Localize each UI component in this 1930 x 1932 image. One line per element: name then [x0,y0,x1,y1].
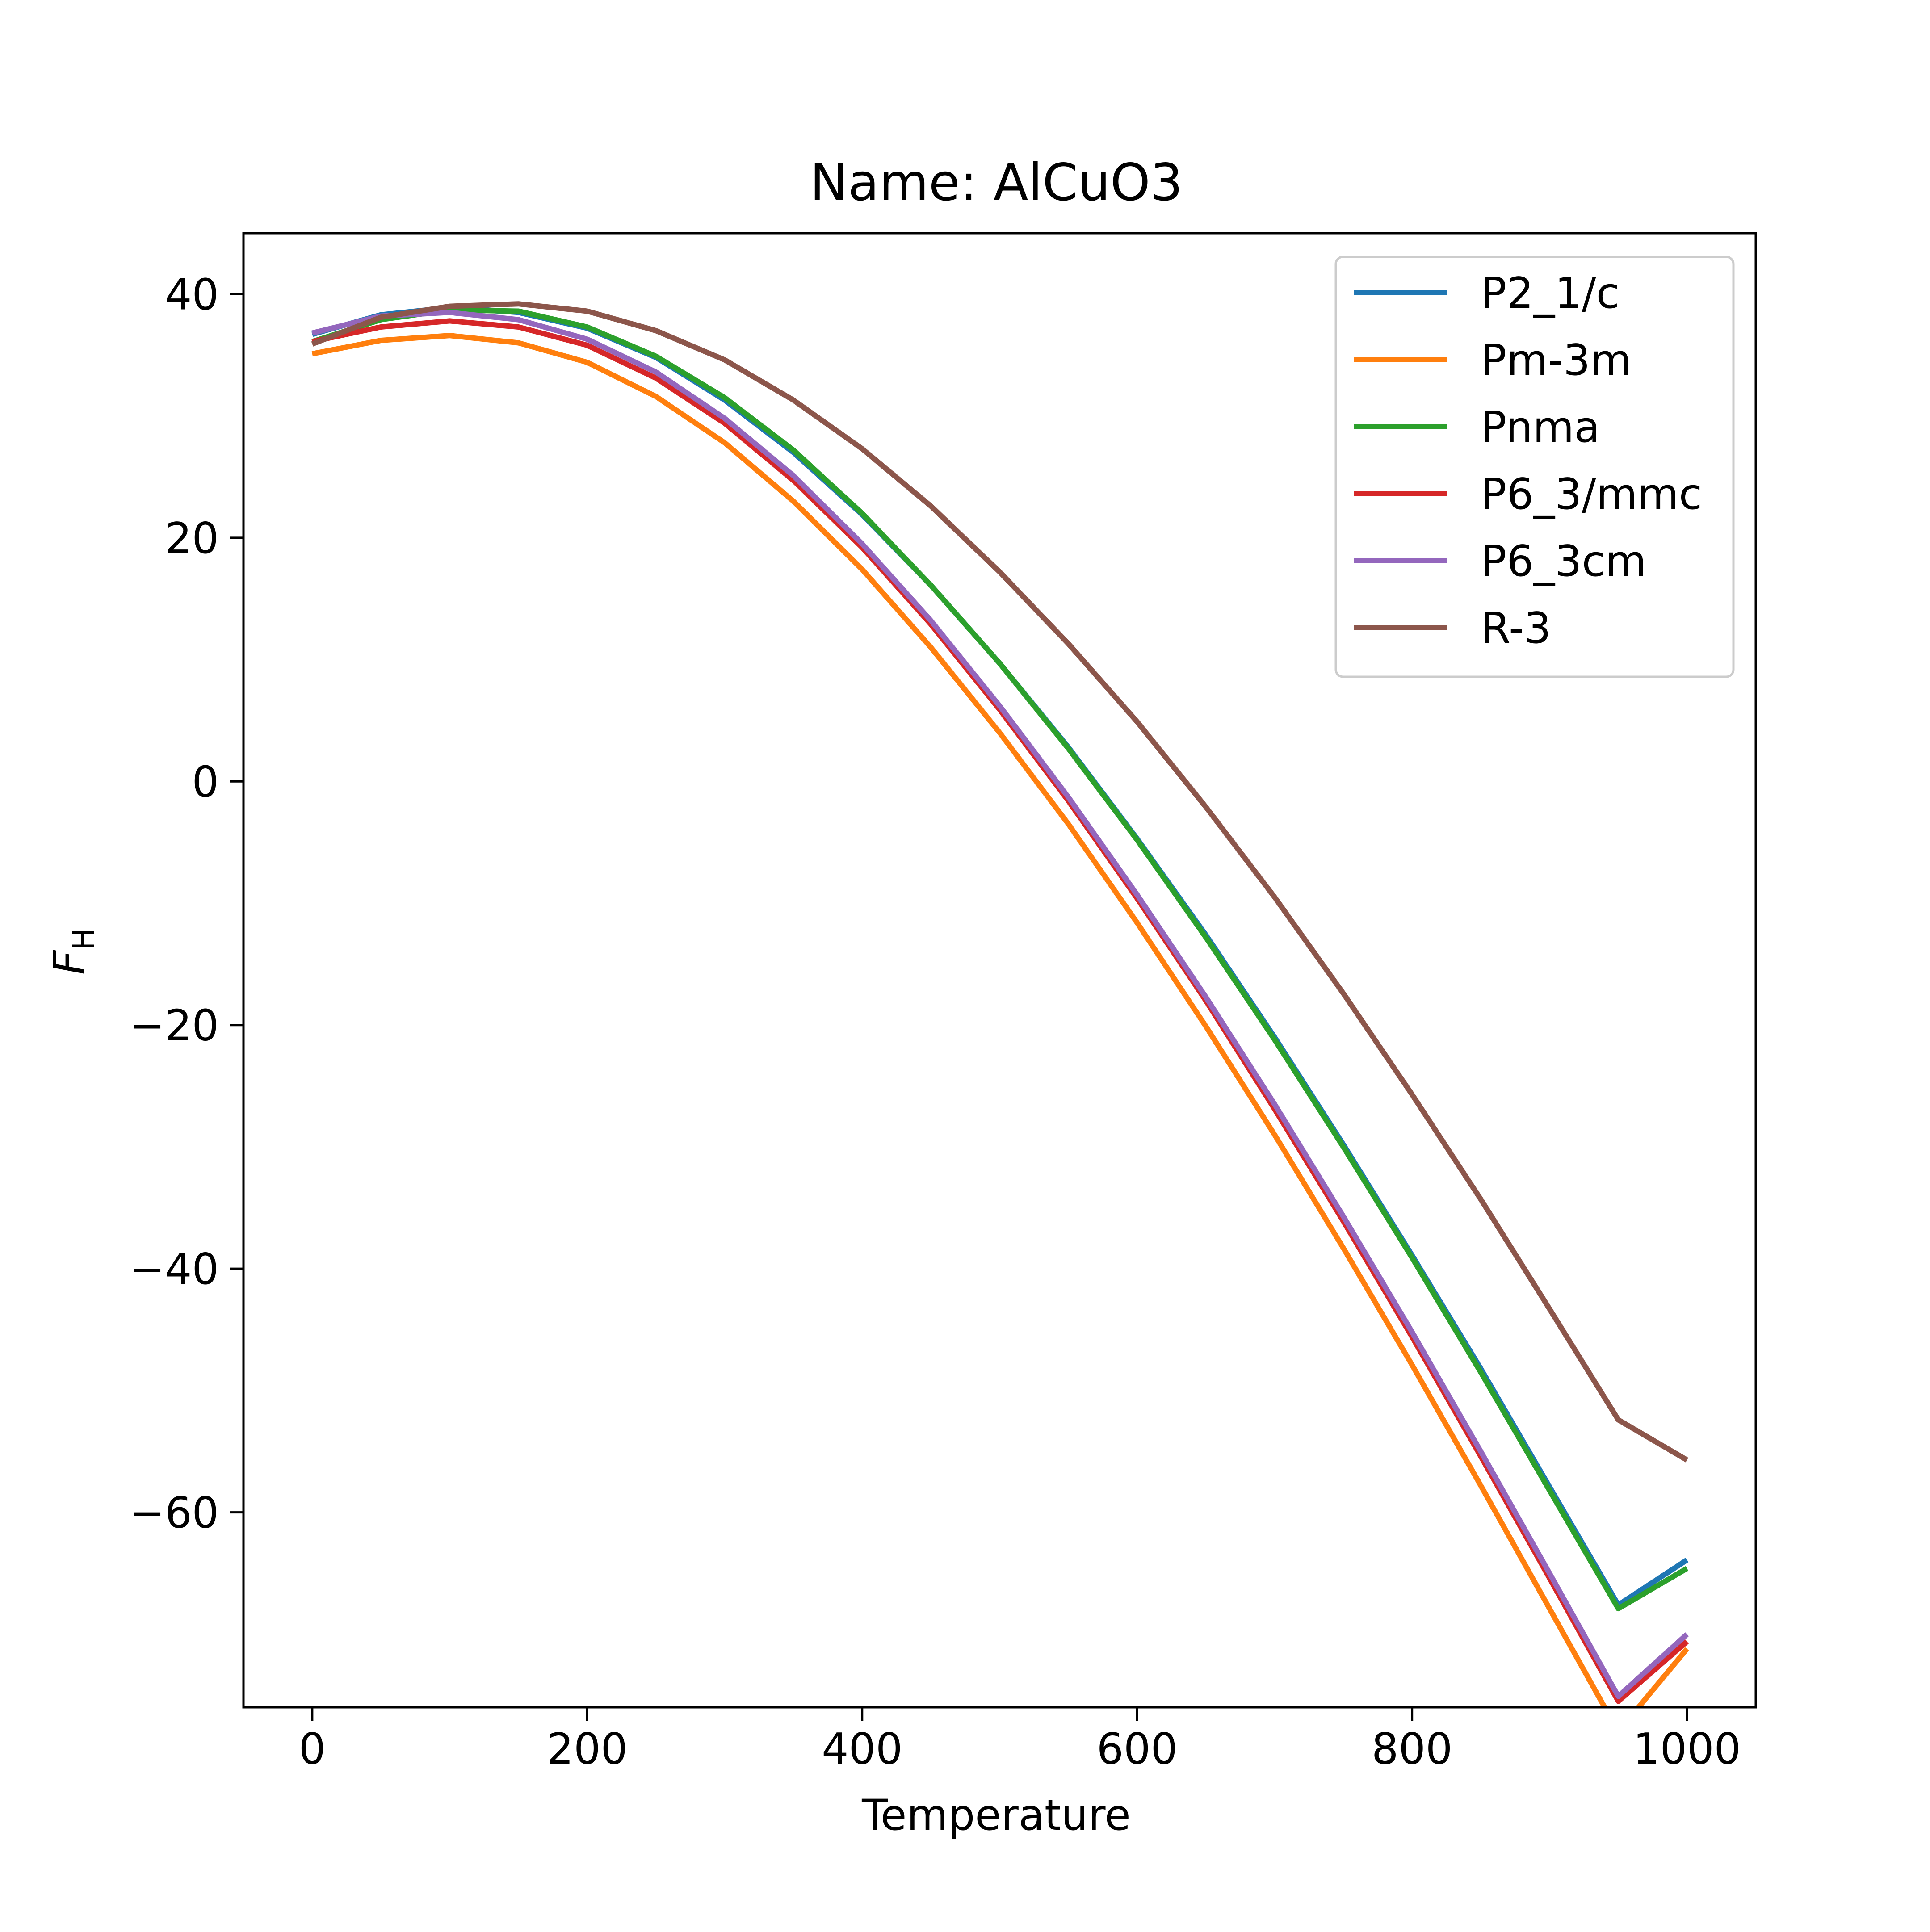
legend-label-p6-3cm: P6_3cm [1481,537,1646,586]
series-line-pnma [311,307,1689,1612]
x-tick-label: 200 [547,1725,628,1774]
axes-frame [242,232,1757,1709]
x-tick-label: 600 [1097,1725,1178,1774]
legend-label-p2-1-c: P2_1/c [1481,269,1620,318]
y-tick-label: −20 [130,1002,219,1051]
x-axis-label: Temperature [861,1791,1131,1840]
series-lines [311,301,1689,1707]
y-axis-label-sub: H [67,928,101,951]
series-line-pm-3m [311,333,1689,1707]
y-tick-label: −60 [130,1489,219,1538]
y-tick-label: 0 [192,758,219,807]
series-line-p6-3cm [311,310,1689,1699]
y-axis-label: FH [45,928,101,975]
y-tick-label: 20 [165,514,219,563]
plot-area [311,301,1689,1707]
y-tick-label: 40 [165,270,219,319]
legend-label-pnma: Pnma [1481,403,1600,452]
legend: P2_1/c Pm-3m Pnma P6_3/mmc P6_3cm R-3 [1334,256,1735,678]
legend-label-pm-3m: Pm-3m [1481,336,1632,385]
legend-label-p6-3-mmc: P6_3/mmc [1481,470,1702,519]
legend-label-r-3: R-3 [1481,604,1551,653]
x-tick-label: 1000 [1633,1725,1741,1774]
y-tick-label: −40 [130,1245,219,1294]
x-tick-label: 400 [822,1725,902,1774]
series-line-r-3 [311,301,1689,1463]
chart-title: Name: AlCuO3 [810,153,1183,212]
y-axis-label-main: F [45,950,94,975]
x-tick-label: 0 [299,1725,326,1774]
x-tick-label: 800 [1372,1725,1452,1774]
